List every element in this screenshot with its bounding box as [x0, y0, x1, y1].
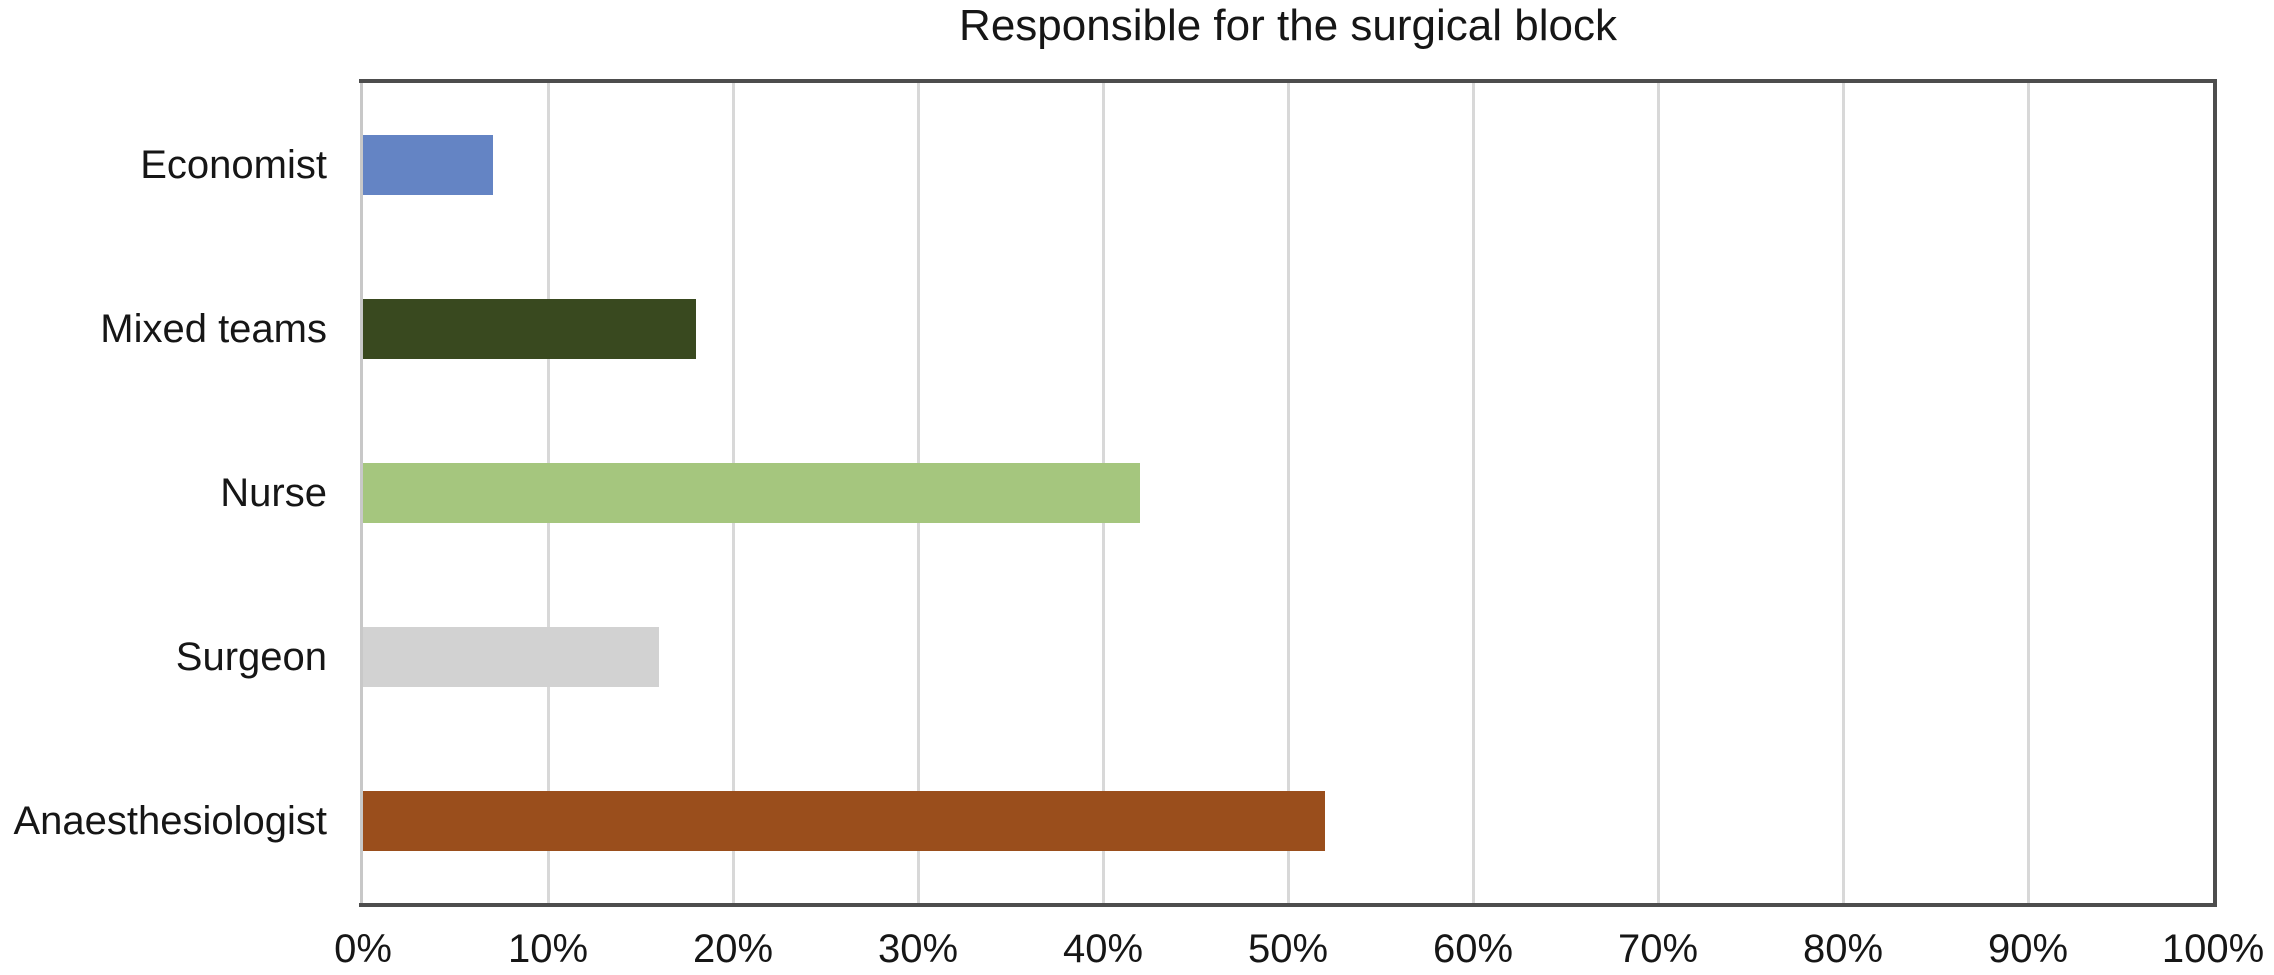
vertical-gridline: [1656, 83, 1660, 903]
vertical-gridline: [1841, 83, 1845, 903]
x-tick-label: 90%: [1987, 927, 2069, 971]
category-label: Nurse: [220, 470, 327, 515]
category-label: Surgeon: [175, 634, 327, 679]
x-tick-label: 60%: [1432, 927, 1514, 971]
x-tick-label: 0%: [334, 927, 392, 971]
bar-row: [363, 247, 2213, 411]
plot-area: [359, 79, 2217, 907]
x-tick-label: 30%: [877, 927, 959, 971]
bar-row: [363, 575, 2213, 739]
x-tick-label: 80%: [1802, 927, 1884, 971]
category-label: Mixed teams: [100, 306, 327, 351]
y-axis-line: [360, 83, 363, 903]
vertical-gridline: [1286, 83, 1290, 903]
bar-row: [363, 83, 2213, 247]
x-axis-tick-labels: 0% 10% 20% 30% 40% 50% 60% 70% 80% 90% 100%: [0, 925, 2274, 975]
bar-row: [363, 739, 2213, 903]
category-label: Economist: [140, 142, 327, 187]
plot-border-bottom: [359, 903, 2217, 907]
vertical-gridline: [2026, 83, 2030, 903]
bar-nurse: [363, 463, 1140, 523]
category-label: Anaesthesiologist: [13, 798, 327, 843]
x-tick-label: 40%: [1062, 927, 1144, 971]
bar-row: [363, 411, 2213, 575]
bar-mixed-teams: [363, 299, 696, 359]
vertical-gridline: [1471, 83, 1475, 903]
plot-border-top: [359, 79, 2217, 83]
category-axis-labels: Economist Mixed teams Nurse Surgeon Anaesthe…: [0, 83, 327, 903]
bar-economist: [363, 135, 493, 195]
bar-anaesthesiologist: [363, 791, 1325, 851]
chart-title: Responsible for the surgical block: [959, 1, 1617, 50]
x-tick-label: 20%: [692, 927, 774, 971]
bar-surgeon: [363, 627, 659, 687]
x-tick-label: 70%: [1617, 927, 1699, 971]
plot-border-right: [2213, 79, 2217, 907]
x-tick-label: 100%: [2161, 927, 2265, 971]
x-tick-label: 50%: [1247, 927, 1329, 971]
x-tick-label: 10%: [507, 927, 589, 971]
